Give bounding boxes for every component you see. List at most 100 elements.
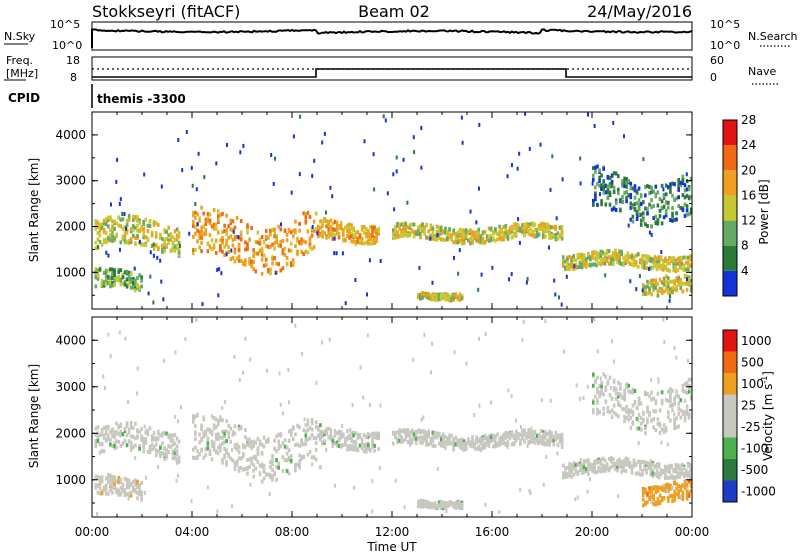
- velocity-echo-cell: [100, 489, 104, 494]
- velocity-echo-cell: [311, 462, 314, 467]
- velocity-echo-cell: [303, 417, 306, 422]
- velocity-echo-cell: [612, 386, 616, 391]
- power-echo-cell: [618, 249, 621, 254]
- power-echo-cell: [677, 279, 680, 284]
- velocity-echo-cell: [127, 427, 131, 432]
- velocity-echo-cell: [406, 440, 410, 444]
- velocity-echo-cell: [631, 403, 635, 408]
- power-echo-cell: [363, 139, 366, 144]
- velocity-echo-cell: [421, 429, 424, 434]
- velocity-echo-cell: [631, 409, 635, 414]
- power-echo-cell: [535, 234, 539, 239]
- velocity-echo-cell: [421, 435, 424, 440]
- velocity-echo-cell: [619, 387, 622, 391]
- power-echo-cell: [689, 194, 693, 199]
- velocity-echo-cell: [646, 500, 649, 505]
- velocity-echo-cell: [576, 462, 580, 467]
- velocity-echo-cell: [212, 444, 216, 449]
- velocity-echo-cell: [467, 437, 470, 442]
- power-ylabel: Slant Range [km]: [27, 158, 41, 262]
- velocity-echo-cell: [403, 505, 406, 510]
- power-echo-cell: [127, 213, 131, 218]
- power-echo-cell: [273, 241, 276, 246]
- velocity-echo-cell: [641, 469, 644, 473]
- velocity-echo-cell: [642, 488, 645, 493]
- power-echo-cell: [439, 225, 443, 230]
- velocity-echo-cell: [140, 494, 143, 499]
- power-echo-cell: [568, 267, 571, 271]
- power-colorbar-segment: [723, 245, 737, 271]
- velocity-echo-cell: [610, 415, 614, 420]
- velocity-echo-cell: [312, 435, 316, 440]
- velocity-echo-cell: [542, 482, 545, 487]
- velocity-echo-cell: [656, 500, 660, 505]
- velocity-echo-cell: [635, 406, 639, 411]
- power-echo-cell: [542, 229, 545, 234]
- velocity-echo-cell: [252, 463, 255, 468]
- velocity-echo-cell: [352, 430, 355, 435]
- velocity-echo-cell: [646, 407, 649, 411]
- velocity-echo-cell: [367, 446, 370, 451]
- velocity-echo-cell: [354, 431, 358, 436]
- power-colorbar-segment: [723, 195, 737, 221]
- power-echo-cell: [273, 256, 276, 261]
- velocity-echo-cell: [550, 431, 553, 436]
- power-echo-cell: [473, 231, 476, 235]
- velocity-echo-cell: [194, 445, 197, 450]
- power-echo-cell: [237, 254, 241, 259]
- power-echo-cell: [198, 216, 201, 221]
- power-echo-cell: [662, 263, 665, 268]
- power-echo-cell: [317, 224, 320, 229]
- power-echo-cell: [94, 284, 98, 289]
- velocity-echo-cell: [111, 434, 114, 438]
- velocity-echo-cell: [591, 467, 594, 472]
- power-echo-cell: [258, 237, 262, 242]
- power-colorbar-tick: 24: [741, 138, 756, 152]
- power-echo-cell: [635, 287, 638, 292]
- velocity-colorbar-tick: -25: [741, 420, 761, 434]
- power-echo-cell: [578, 255, 582, 260]
- velocity-echo-cell: [96, 490, 100, 495]
- power-echo-cell: [504, 224, 508, 228]
- power-echo-cell: [354, 235, 358, 240]
- power-echo-cell: [662, 276, 666, 281]
- power-echo-cell: [250, 259, 253, 264]
- power-echo-cell: [283, 228, 287, 233]
- velocity-echo-cell: [423, 499, 426, 504]
- power-echo-cell: [280, 222, 282, 227]
- velocity-echo-cell: [623, 388, 626, 393]
- velocity-echo-cell: [629, 415, 633, 420]
- power-echo-cell: [417, 294, 420, 299]
- power-echo-cell: [639, 258, 642, 263]
- power-echo-cell: [419, 235, 422, 240]
- power-echo-cell: [202, 224, 205, 229]
- power-echo-cell: [523, 233, 526, 238]
- velocity-echo-cell: [298, 463, 301, 468]
- velocity-echo-cell: [568, 461, 571, 466]
- velocity-colorbar-label-text: Velocity [m s: [761, 384, 775, 461]
- velocity-echo-cell: [117, 492, 120, 497]
- power-echo-cell: [570, 258, 573, 263]
- velocity-echo-cell: [637, 412, 641, 417]
- power-echo-cell: [348, 225, 351, 230]
- power-echo-cell: [239, 219, 243, 223]
- power-echo-cell: [421, 225, 424, 230]
- velocity-echo-cell: [452, 437, 455, 442]
- power-echo-cell: [94, 246, 98, 251]
- velocity-echo-cell: [675, 393, 678, 398]
- velocity-echo-cell: [175, 449, 179, 454]
- velocity-echo-cell: [433, 430, 437, 435]
- velocity-echo-cell: [549, 398, 552, 403]
- velocity-echo-cell: [650, 397, 653, 402]
- power-echo-cell: [167, 238, 170, 243]
- power-echo-cell: [350, 226, 353, 231]
- power-echo-cell: [300, 250, 303, 254]
- power-echo-cell: [152, 247, 156, 251]
- power-echo-cell: [560, 225, 564, 229]
- velocity-echo-cell: [572, 472, 575, 477]
- power-echo-cell: [149, 274, 152, 279]
- velocity-echo-cell: [671, 485, 674, 490]
- velocity-echo-cell: [644, 500, 647, 505]
- power-echo-cell: [460, 235, 464, 240]
- power-echo-cell: [413, 150, 416, 155]
